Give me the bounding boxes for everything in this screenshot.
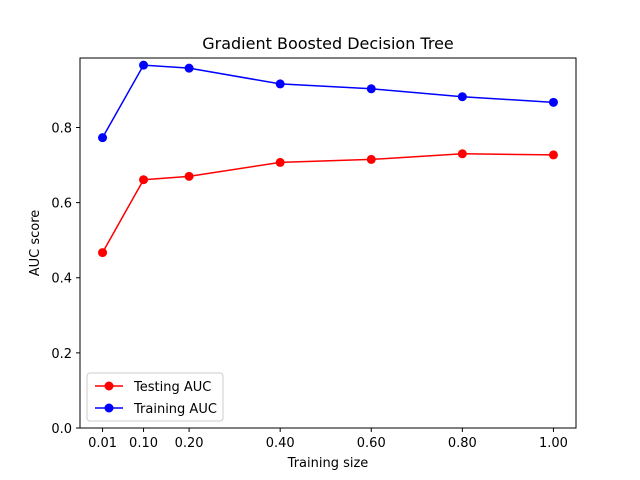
training-auc-line [101, 64, 554, 138]
y-tick-label: 0.2 [51, 347, 72, 362]
x-tick-label: 0.01 [88, 436, 117, 451]
testing-auc-point [98, 248, 108, 258]
testing-auc-point [457, 149, 467, 159]
x-axis: 0.01 0.10 0.20 0.40 0.60 0.80 1.00 [88, 428, 568, 451]
y-axis-label: AUC score [28, 210, 43, 277]
testing-auc-point [548, 150, 558, 160]
y-tick-label: 0.8 [51, 121, 72, 136]
plot-lines [98, 60, 558, 258]
legend-swatch-marker [104, 381, 114, 391]
x-axis-label: Training size [287, 456, 369, 471]
x-tick-label: 0.20 [175, 436, 204, 451]
x-tick-label: 0.10 [129, 436, 158, 451]
x-tick-label: 0.80 [448, 436, 477, 451]
legend-swatch-marker [104, 403, 114, 413]
training-auc-point [548, 97, 558, 107]
training-auc-point [366, 84, 376, 94]
x-tick-label: 1.00 [539, 436, 568, 451]
x-tick-label: 0.40 [266, 436, 295, 451]
testing-auc-point [275, 157, 285, 167]
y-tick-label: 0.4 [51, 272, 72, 287]
chart-title: Gradient Boosted Decision Tree [202, 34, 454, 53]
testing-auc-point [184, 171, 194, 181]
testing-auc-point [139, 175, 149, 185]
testing-auc-point [366, 154, 376, 164]
y-axis: 0.0 0.2 0.4 0.6 0.8 [51, 121, 80, 437]
training-auc-point [457, 92, 467, 102]
testing-auc-line [101, 153, 554, 253]
legend-box [86, 372, 224, 422]
x-tick-label: 0.60 [357, 436, 386, 451]
legend-item: Training AUC [95, 402, 217, 417]
training-auc-point [98, 133, 108, 143]
y-tick-label: 0.0 [51, 422, 72, 437]
legend-item: Testing AUC [95, 380, 211, 395]
legend: Testing AUC Training AUC [86, 372, 224, 422]
training-auc-point [275, 79, 285, 89]
training-auc-point [139, 60, 149, 70]
legend-label: Testing AUC [133, 380, 211, 395]
training-auc-point [184, 63, 194, 73]
plot-frame [79, 57, 577, 429]
legend-label: Training AUC [133, 402, 217, 417]
y-tick-label: 0.6 [51, 197, 72, 212]
